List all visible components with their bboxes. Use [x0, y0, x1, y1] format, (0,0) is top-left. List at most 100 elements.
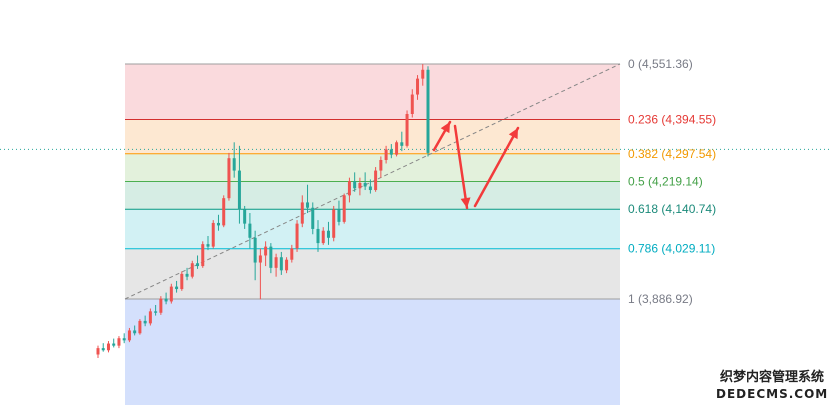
candle: [96, 345, 100, 359]
candle: [400, 131, 404, 152]
candle-body: [227, 158, 231, 199]
fib-ratio: 0.382: [628, 147, 661, 161]
candle-body: [169, 286, 173, 302]
candle-body: [258, 255, 262, 263]
candle: [127, 327, 131, 343]
candle-body: [274, 257, 278, 268]
candle-body: [133, 330, 137, 334]
candle-body: [363, 182, 367, 187]
candle: [384, 145, 388, 164]
fib-band-0.236: [125, 119, 620, 154]
candle: [285, 257, 289, 274]
candle: [363, 172, 367, 191]
candle-body: [300, 202, 304, 224]
fib-trend-line: [124, 63, 621, 300]
candle: [206, 236, 210, 251]
candle: [164, 292, 168, 305]
candle: [264, 241, 268, 267]
candle-body: [321, 230, 325, 244]
fib-ratio: 0.5: [628, 175, 648, 189]
candle: [311, 202, 315, 235]
arrow-up-short: [432, 120, 452, 152]
candle: [290, 244, 294, 263]
candle: [190, 260, 194, 279]
candle-body: [306, 202, 310, 208]
fib-band-0.618: [125, 209, 620, 249]
candle: [133, 325, 137, 336]
candle: [421, 64, 425, 86]
candle-body: [185, 273, 189, 277]
candle-body: [353, 181, 357, 189]
fib-bands: [125, 64, 620, 405]
candle: [321, 227, 325, 245]
candle-body: [248, 223, 252, 238]
candle-body: [180, 273, 184, 290]
arrow-shaft: [453, 124, 469, 210]
candle: [243, 205, 247, 229]
candle-body: [206, 244, 210, 247]
fib-ratio: 0.786: [628, 242, 661, 256]
candle-body: [384, 149, 388, 160]
fib-price: (4,029.11): [661, 242, 715, 256]
candle-body: [127, 330, 131, 341]
candle: [337, 200, 341, 226]
candle-body: [337, 209, 341, 222]
trend-dashed-line: [124, 63, 621, 300]
candle: [347, 177, 351, 203]
candle: [332, 205, 336, 242]
candle: [395, 140, 399, 157]
candle: [201, 241, 205, 268]
fib-label-0.5: 0.5 (4,219.14): [628, 175, 703, 189]
candle-body: [290, 248, 294, 260]
fib-band-0.382: [125, 153, 620, 182]
candle: [117, 336, 121, 349]
arrow-head: [440, 122, 450, 134]
candle-body: [326, 230, 330, 238]
candle: [326, 221, 330, 245]
candle: [269, 243, 273, 274]
candle-body: [389, 149, 393, 155]
fib-price: (4,219.14): [648, 175, 703, 189]
candle-body: [400, 142, 404, 146]
candle-body: [222, 198, 226, 226]
arrow-down: [453, 124, 471, 210]
candle-body: [405, 113, 409, 146]
candle: [248, 213, 252, 249]
candle-body: [347, 181, 351, 196]
candle: [148, 308, 152, 326]
candle: [426, 66, 430, 157]
candle: [185, 267, 189, 281]
candle: [368, 179, 372, 194]
candle-body: [295, 223, 299, 249]
candle: [342, 193, 346, 224]
candle: [143, 315, 147, 327]
candle: [175, 280, 179, 293]
arrow-shaft: [473, 126, 520, 208]
candle: [353, 172, 357, 192]
arrow-up-long: [473, 126, 520, 208]
candle: [237, 145, 241, 224]
candlestick-series: [96, 64, 430, 359]
candle-body: [216, 222, 220, 226]
candle: [279, 251, 283, 275]
fib-price: (4,297.54): [661, 147, 716, 161]
candle: [295, 220, 299, 252]
candle: [253, 230, 257, 281]
candle: [112, 338, 116, 348]
candle-body: [243, 209, 247, 224]
projection-arrows: [432, 120, 520, 210]
candle-body: [112, 343, 116, 346]
candle-body: [237, 170, 241, 210]
candle: [227, 152, 231, 201]
candle: [389, 144, 393, 159]
fib-band-1: [125, 299, 620, 405]
candle: [405, 110, 409, 148]
candle-body: [211, 222, 215, 247]
candle-body: [374, 170, 378, 191]
candle: [358, 177, 362, 196]
candle: [196, 255, 200, 269]
fib-band-0.786: [125, 248, 620, 299]
candle-body: [201, 244, 205, 267]
candle-body: [143, 320, 147, 324]
